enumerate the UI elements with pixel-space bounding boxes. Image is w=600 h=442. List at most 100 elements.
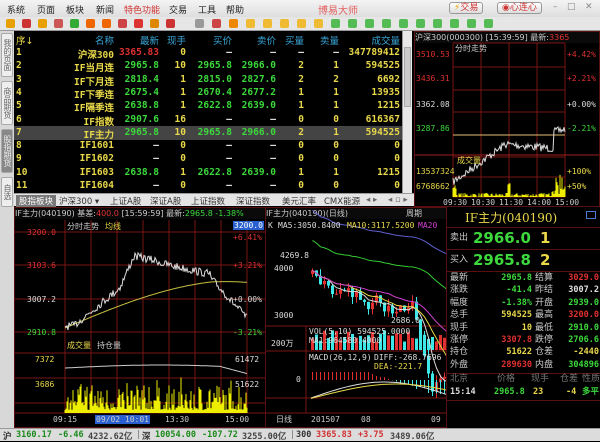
menu-system[interactable]: 系统 — [7, 6, 26, 16]
index-intraday-chart[interactable]: 沪深300(000300) [15:39:59] 最新:3365 分时走势 351… — [414, 31, 600, 207]
toolbar-button-icon[interactable] — [433, 19, 442, 28]
toolbar-button-icon[interactable] — [86, 19, 95, 28]
toolbar-button-icon[interactable] — [331, 19, 340, 28]
field-label: 涨跌 — [450, 285, 469, 296]
menu-help[interactable]: 帮助 — [226, 6, 245, 16]
xinlianxin-button[interactable]: ◉心连心 — [497, 2, 542, 14]
column-header[interactable]: 现手 — [166, 36, 186, 47]
toolbar-button-icon[interactable] — [70, 19, 79, 28]
quote-row[interactable]: 10 IF1603 2638.8 1 2622.8 2639.0 1 1 1215 — [14, 166, 402, 180]
toolbar-button-icon[interactable] — [195, 19, 204, 28]
scroll-left-icon[interactable]: ◂ ▸ — [366, 195, 378, 205]
ma-legend: MA5:3050.8400 — [278, 221, 341, 230]
quote-row[interactable]: 7 IF主力 2965.8 10 2965.8 2966.0 2 1 594525 — [14, 125, 402, 141]
percent-axis-label: -3.21% — [233, 328, 262, 337]
menu-features[interactable]: 特色功能 — [124, 6, 161, 16]
scroll-right-icon[interactable]: ◂ ▫ ▸ — [388, 195, 408, 205]
quote-row[interactable]: 9 IF1602 — 0 — — 0 0 0 — [14, 152, 402, 166]
header-text: IF主力(040190) 基差: — [15, 209, 96, 218]
field-label: 开盘 — [535, 297, 554, 308]
menu-news[interactable]: 新闻 — [96, 6, 115, 16]
toolbar-button-icon[interactable] — [382, 19, 391, 28]
toolbar-button-icon[interactable] — [118, 19, 127, 28]
status-hs300-1: 3365.83 — [316, 430, 352, 440]
sector-tab[interactable]: 上证A股 — [110, 197, 142, 207]
menu-sector[interactable]: 板块 — [66, 6, 85, 16]
quote-row[interactable]: 5 IF隔季连 2638.8 1 2622.8 2639.0 1 1 1215 — [14, 99, 402, 114]
toolbar-button-icon[interactable] — [134, 19, 143, 28]
quote-cell: 2 — [333, 73, 339, 85]
scroll-thumb[interactable] — [404, 47, 411, 107]
daily-kline-chart[interactable]: IF主力(040190)(日线) 周期 K MA5:3050.8400 MA10:31… — [265, 207, 447, 428]
toolbar-button-icon[interactable] — [314, 19, 323, 28]
toolbar-button-icon[interactable] — [22, 19, 31, 28]
toolbar-button-icon[interactable] — [450, 19, 459, 28]
toolbar-button-icon[interactable] — [484, 19, 493, 28]
trade-button[interactable]: ⚡交易 — [449, 2, 484, 14]
toolbar-button-icon[interactable] — [212, 19, 221, 28]
column-header[interactable]: 卖价 — [256, 36, 276, 47]
toolbar-button-icon[interactable] — [150, 19, 159, 28]
toolbar-button-icon[interactable] — [246, 19, 255, 28]
toolbar-button-icon[interactable] — [416, 19, 425, 28]
sector-tab[interactable]: 美元汇率 — [282, 197, 317, 207]
column-header[interactable]: 卖量 — [319, 36, 339, 47]
period-button[interactable]: 周期 — [406, 209, 422, 218]
toolbar-button-icon[interactable] — [6, 19, 15, 28]
column-header[interactable]: 最新 — [139, 36, 159, 47]
column-header[interactable]: 序↓ — [16, 36, 34, 47]
menu-tools[interactable]: 工具 — [198, 6, 217, 16]
sector-tab[interactable]: 上证指数 — [191, 197, 226, 207]
sector-tab[interactable]: 沪深300 ▾ — [59, 197, 100, 207]
toolbar-button-icon[interactable] — [263, 19, 272, 28]
menu-trade[interactable]: 交易 — [169, 6, 188, 16]
quote-cell: 2670.4 — [197, 86, 232, 98]
contract-title: IF主力(040190) — [465, 211, 558, 225]
quote-row[interactable]: 3 IF下月连 2818.4 1 2815.0 2827.6 2 2 6692 — [14, 73, 402, 88]
side-tab-commodity-futures[interactable]: 商品期货 — [1, 81, 13, 125]
side-tab-my-page[interactable]: 我的页面 — [1, 33, 13, 77]
toolbar-button-icon[interactable] — [297, 19, 306, 28]
window-toggle-icon[interactable] — [586, 211, 596, 219]
quote-row[interactable]: 11 IF1604 — 0 — — 0 0 0 — [14, 179, 402, 193]
if-intraday-chart[interactable]: IF主力(040190) 基差:400.0 [15:59:59] 最新:2965… — [14, 207, 266, 428]
quote-row[interactable]: 6 IF指数 2907.6 16 — — 0 0 616367 — [14, 113, 402, 128]
column-header[interactable]: 买价 — [212, 36, 232, 47]
sector-tab[interactable]: 股指板块 — [16, 195, 57, 207]
sector-tab[interactable]: 深证指数 — [236, 197, 271, 207]
side-tab-watchlist[interactable]: 自选 — [1, 177, 13, 207]
quote-row[interactable]: 2 IF当月连 2965.8 10 2965.8 2966.0 2 1 594525 — [14, 59, 402, 74]
toolbar-button-icon[interactable] — [229, 19, 238, 28]
column-header[interactable]: 买量 — [284, 36, 304, 47]
toolbar-button-icon[interactable] — [399, 19, 408, 28]
toolbar-button-icon[interactable] — [54, 19, 63, 28]
side-tab-index-futures[interactable]: 股指期货 — [1, 129, 13, 173]
quote-row[interactable]: 8 IF1601 — 0 — — 0 0 0 — [14, 139, 402, 153]
price-axis-label: 4000 — [274, 264, 294, 273]
divider — [447, 227, 600, 228]
toolbar-button-icon[interactable] — [280, 19, 289, 28]
toolbar-button-icon[interactable] — [102, 19, 111, 28]
column-header[interactable]: 名称 — [94, 36, 114, 47]
sector-tab[interactable]: 深证A股 — [150, 197, 182, 207]
minimize-icon[interactable]: – — [553, 2, 558, 12]
quote-row[interactable]: 1 沪深300 3365.83 0 — — — — 347789412 — [14, 46, 402, 61]
menu-page[interactable]: 页面 — [37, 6, 56, 16]
quote-cell: 1215 — [377, 166, 400, 178]
toolbar-button-icon[interactable] — [348, 19, 357, 28]
toolbar-button-icon[interactable] — [166, 19, 175, 28]
sector-tab[interactable]: CMX能源 — [324, 197, 361, 207]
toolbar-button-icon[interactable] — [38, 19, 47, 28]
time-label: 15:00 — [555, 198, 580, 207]
close-icon[interactable]: ✕ — [585, 2, 593, 12]
quote-scrollbar[interactable] — [402, 31, 412, 193]
toolbar-button-icon[interactable] — [365, 19, 374, 28]
time-label: 13:30 — [165, 415, 190, 424]
maximize-icon[interactable]: □ — [567, 2, 576, 12]
last-price: 3365 — [549, 33, 570, 42]
tick-value: 23 — [533, 387, 544, 397]
volume-bar — [427, 338, 430, 350]
quote-row[interactable]: 4 IF下季连 2675.4 1 2670.4 2677.2 1 1 13935 — [14, 86, 402, 101]
toolbar-button-icon[interactable] — [467, 19, 476, 28]
column-header[interactable]: 成交量 — [371, 36, 400, 47]
